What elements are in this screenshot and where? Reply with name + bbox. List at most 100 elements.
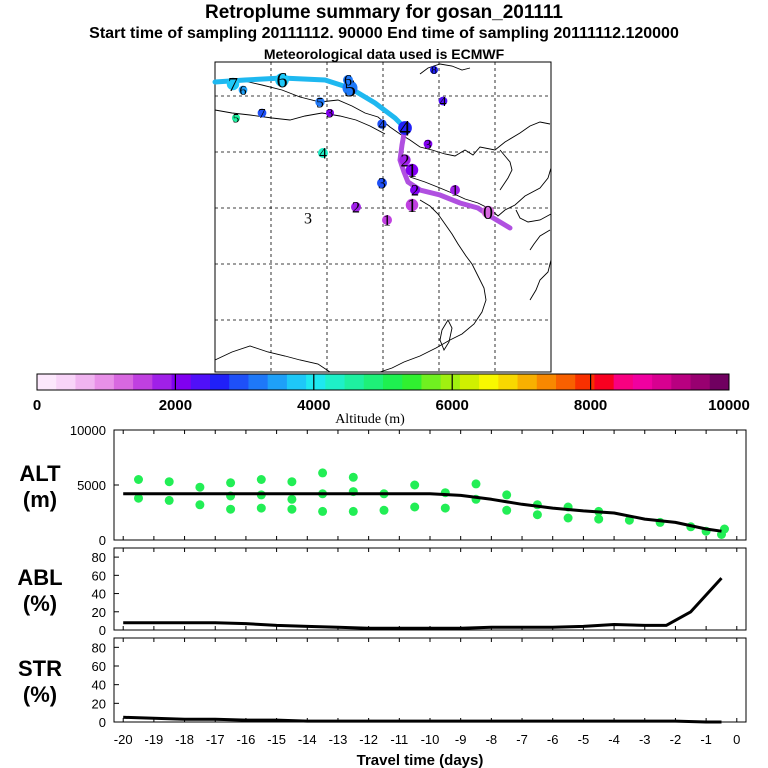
trajectory-marker: 3 [325, 106, 335, 121]
y-tick-label: 60 [92, 659, 106, 674]
trajectory-marker: 2 [399, 150, 411, 170]
trajectory-marker: 5 [315, 95, 325, 111]
x-tick-label: -3 [639, 732, 651, 747]
altitude-scatter-point [410, 480, 420, 490]
trajectory-line-upper [212, 75, 408, 131]
colorbar-cell [210, 374, 230, 390]
x-tick-label: -18 [175, 732, 194, 747]
colorbar-label: Altitude (m) [335, 412, 405, 427]
marker-dot [226, 77, 240, 91]
marker-dot [405, 198, 419, 212]
colorbar-cell [229, 374, 249, 390]
marker-dot [238, 85, 248, 95]
altitude-colorbar: 0 2000 4000 6000 8000 10000 Altitude (m) [33, 373, 750, 427]
colorbar-cell [248, 374, 269, 390]
altitude-scatter-point [134, 493, 143, 503]
altitude-scatter-point [594, 514, 604, 524]
trajectory-marker: 7 [257, 107, 267, 122]
altitude-scatter-point [164, 495, 174, 505]
marker-label: 0 [483, 202, 493, 224]
series-line-abl [123, 577, 723, 630]
y-tick-label: 0 [99, 623, 106, 638]
colorbar-tick-label: 8000 [574, 397, 607, 414]
trajectory-marker: 7 [226, 74, 240, 96]
altitude-scatter-point [164, 477, 174, 487]
colorbar-cell [632, 374, 653, 390]
marker-dot [343, 75, 353, 85]
colorbar-cell [517, 374, 538, 390]
trajectory-marker: 1 [405, 160, 419, 182]
y-axis-label: ABL [17, 565, 62, 590]
panel-abl: 0 20 40 60 80 ABL(%) [17, 547, 747, 638]
trajectory-marker: 1 [405, 195, 419, 217]
altitude-scatter-point [440, 503, 450, 513]
colorbar-cell [133, 374, 153, 390]
panel-alt: 0 5000 10000 ALT(m) [19, 423, 747, 548]
marker-dot [377, 178, 387, 188]
x-tick-label: -9 [455, 732, 467, 747]
altitude-scatter-point [318, 468, 328, 478]
y-axis-label: STR [18, 656, 62, 681]
colorbar-cell [613, 374, 634, 390]
panel-frame [113, 637, 747, 723]
marker-label: 7 [259, 107, 266, 122]
x-tick-label: -6 [547, 732, 559, 747]
marker-dot [315, 97, 325, 107]
colorbar-cells [37, 374, 730, 390]
marker-label: 3 [425, 138, 432, 153]
marker-label: 6 [344, 73, 352, 90]
map-graticule [215, 62, 551, 372]
marker-dot [382, 215, 392, 225]
marker-label: 5 [316, 95, 324, 111]
colorbar-cell [267, 374, 288, 390]
y-axis-label: (%) [23, 682, 57, 707]
colorbar-tick-label: 10000 [708, 397, 750, 414]
colorbar-cell [56, 374, 76, 390]
y-tick-label: 5000 [77, 478, 106, 493]
marker-dot [275, 73, 289, 87]
marker-label: 3 [378, 176, 386, 193]
altitude-scatter-point [287, 504, 297, 514]
colorbar-cell [536, 374, 557, 390]
trajectory-marker: 2 [351, 200, 361, 217]
colorbar-cell [37, 374, 57, 390]
colorbar-cell [690, 374, 711, 390]
y-tick-label: 40 [92, 678, 106, 693]
trajectory-marker: 6 [343, 73, 353, 90]
altitude-scatter-point [720, 524, 729, 534]
x-tick-label: -8 [486, 732, 498, 747]
marker-label: 8 [431, 63, 437, 77]
marker-label: 2 [411, 183, 419, 200]
marker-dot [481, 205, 495, 219]
trajectory-marker: 6 [275, 68, 289, 93]
x-tick-label: -13 [329, 732, 348, 747]
marker-label: 4 [400, 116, 411, 141]
marker-label: 5 [233, 111, 240, 126]
colorbar-cell [344, 374, 365, 390]
colorbar-cell [363, 374, 384, 390]
series-line-str [123, 715, 722, 724]
colorbar-cell [556, 374, 576, 390]
colorbar-cell [152, 374, 173, 390]
x-tick-label: -7 [516, 732, 528, 747]
colorbar-cell [652, 374, 672, 390]
marker-dot [351, 202, 361, 212]
marker-label: 2 [352, 200, 360, 217]
trajectory-marker: 8 [430, 63, 438, 77]
colorbar-cell [459, 374, 480, 390]
x-tick-label: -19 [144, 732, 163, 747]
y-tick-label: 0 [99, 715, 106, 730]
marker-dot [410, 185, 420, 195]
altitude-scatter-point [287, 477, 297, 487]
y-tick-label: 10000 [70, 423, 106, 438]
altitude-scatter-point [287, 494, 297, 504]
altitude-scatter-point [256, 475, 266, 484]
marker-label: 7 [228, 74, 238, 96]
panel-frame [113, 547, 747, 631]
marker-dot [438, 96, 448, 106]
trajectory-marker: 4 [438, 95, 448, 110]
colorbar-tick-label: 0 [33, 397, 41, 414]
x-tick-label: -15 [267, 732, 286, 747]
marker-label: 1 [407, 195, 417, 217]
x-axis-label: Travel time (days) [357, 752, 484, 768]
